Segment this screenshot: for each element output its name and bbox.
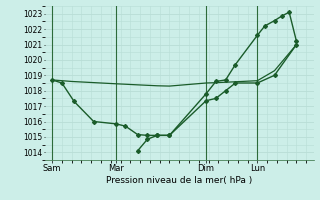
X-axis label: Pression niveau de la mer( hPa ): Pression niveau de la mer( hPa ) — [106, 176, 252, 185]
